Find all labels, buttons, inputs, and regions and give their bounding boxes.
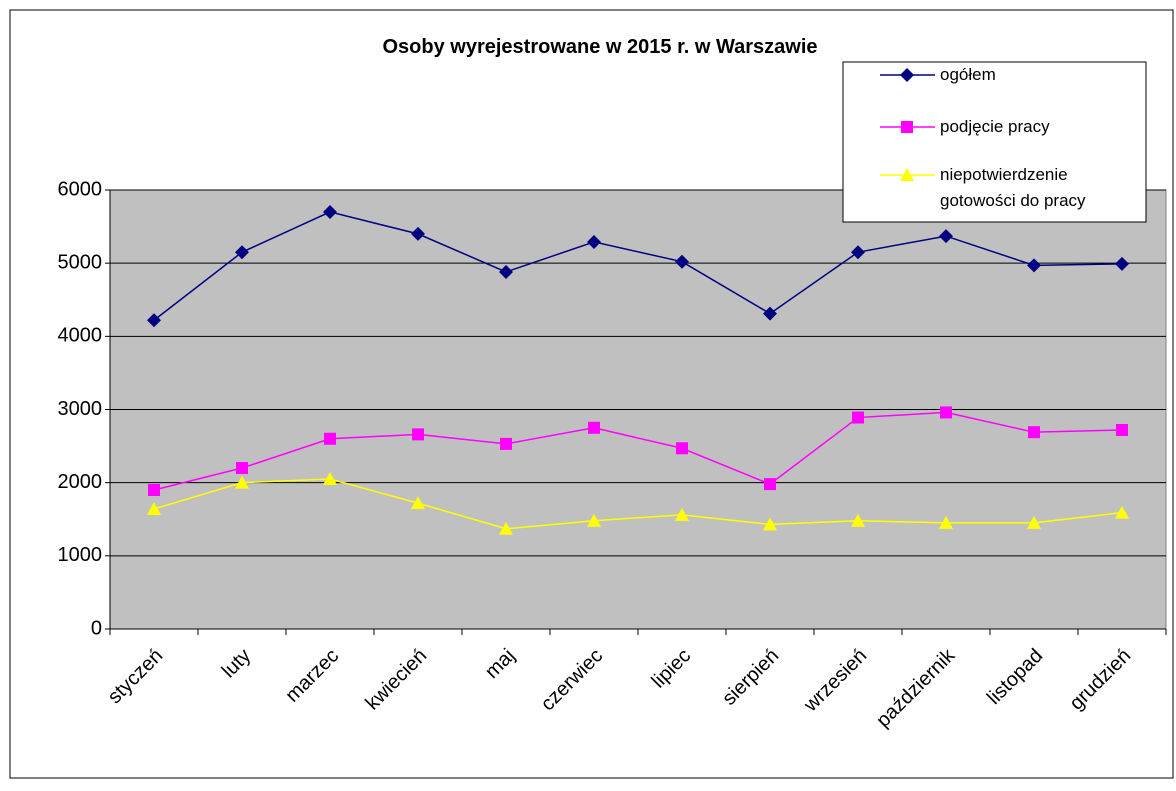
marker — [763, 306, 777, 321]
marker — [236, 462, 248, 475]
marker — [588, 421, 600, 434]
y-tick-label: 1000 — [58, 544, 103, 566]
marker — [323, 204, 337, 219]
y-tick-label: 3000 — [58, 398, 103, 420]
marker — [851, 513, 865, 527]
legend-box — [842, 61, 1147, 223]
marker — [851, 245, 865, 260]
legend-marker — [901, 121, 913, 133]
legend-marker — [900, 168, 914, 181]
marker — [1027, 515, 1041, 529]
y-tick-label: 6000 — [58, 178, 103, 200]
marker — [939, 515, 953, 529]
legend-marker — [900, 68, 914, 82]
marker — [587, 513, 601, 527]
marker — [676, 442, 688, 455]
marker — [939, 229, 953, 244]
marker — [412, 428, 424, 441]
marker — [852, 411, 864, 424]
marker — [323, 472, 337, 486]
marker — [1115, 256, 1129, 271]
legend-label: niepotwierdzenie gotowości do pracy — [940, 165, 1086, 210]
marker — [500, 437, 512, 450]
y-tick-label: 2000 — [58, 471, 103, 493]
y-tick-label: 5000 — [58, 251, 103, 273]
marker — [324, 432, 336, 445]
marker — [1116, 423, 1128, 436]
marker — [675, 507, 689, 521]
series-line — [153, 211, 1123, 321]
series-line — [153, 478, 1123, 530]
marker — [147, 313, 161, 328]
marker — [675, 254, 689, 269]
series-line — [153, 411, 1123, 491]
marker — [235, 245, 249, 260]
marker — [411, 226, 425, 241]
marker — [1027, 258, 1041, 273]
y-tick-label: 0 — [91, 617, 102, 639]
marker — [764, 478, 776, 491]
marker — [148, 483, 160, 496]
chart-title: Osoby wyrejestrowane w 2015 r. w Warszaw… — [382, 36, 818, 58]
marker — [587, 234, 601, 249]
marker — [940, 406, 952, 419]
marker — [499, 521, 513, 535]
marker — [1115, 505, 1129, 519]
marker — [235, 475, 249, 489]
marker — [411, 496, 425, 510]
legend-label: podjęcie pracy — [940, 117, 1050, 136]
marker — [1028, 426, 1040, 439]
marker — [147, 502, 161, 516]
legend-label: ogółem — [940, 65, 996, 84]
y-tick-label: 4000 — [58, 325, 103, 347]
marker — [763, 517, 777, 531]
marker — [499, 264, 513, 279]
